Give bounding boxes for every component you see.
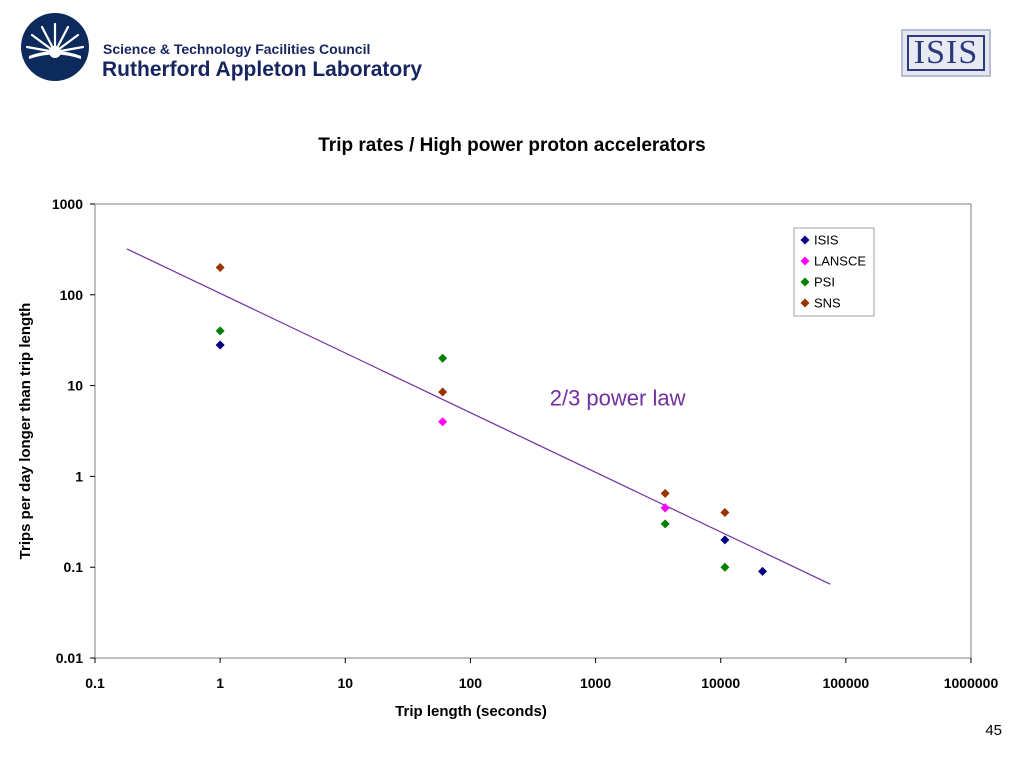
y-tick-label: 10 — [67, 378, 83, 394]
data-point-psi — [720, 562, 730, 572]
legend-label-isis: ISIS — [814, 233, 839, 248]
legend-marker-sns — [800, 298, 810, 308]
legend-label-lansce: LANSCE — [814, 254, 866, 269]
data-point-isis — [215, 340, 225, 350]
data-point-isis — [758, 566, 768, 576]
x-tick-label: 10000 — [701, 675, 740, 691]
chart-title: Trip rates / High power proton accelerat… — [318, 135, 706, 156]
x-tick-label: 10 — [337, 675, 353, 691]
y-tick-label: 0.1 — [64, 559, 84, 575]
org-name-small: Science & Technology Facilities Council — [103, 41, 371, 57]
legend-label-psi: PSI — [814, 275, 835, 290]
x-tick-label: 100 — [459, 675, 483, 691]
y-tick-label: 1000 — [52, 196, 83, 212]
x-tick-label: 1000 — [580, 675, 611, 691]
data-point-lansce — [660, 503, 670, 513]
x-tick-label: 1000000 — [944, 675, 999, 691]
data-point-sns — [215, 262, 225, 272]
y-tick-label: 100 — [60, 287, 84, 303]
isis-logo: ISIS — [901, 29, 991, 77]
legend-marker-isis — [800, 235, 810, 245]
x-tick-label: 0.1 — [85, 675, 105, 691]
data-point-sns — [720, 508, 730, 518]
x-tick-label: 1 — [216, 675, 224, 691]
x-tick-label: 100000 — [822, 675, 869, 691]
y-tick-label: 1 — [75, 468, 83, 484]
power-law-fit-line — [126, 248, 831, 585]
data-point-isis — [720, 535, 730, 545]
y-tick-label: 0.01 — [56, 650, 83, 666]
legend-label-sns: SNS — [814, 296, 841, 311]
data-point-psi — [438, 353, 448, 363]
x-axis-label: Trip length (seconds) — [395, 703, 547, 720]
data-point-lansce — [438, 417, 448, 427]
stfc-logo-icon — [21, 13, 89, 81]
legend: ISIS LANSCE PSI SNS — [793, 227, 875, 317]
page-number: 45 — [985, 722, 1002, 739]
data-point-psi — [215, 326, 225, 336]
legend-marker-psi — [800, 277, 810, 287]
y-axis-label: Trips per day longer than trip length — [17, 303, 34, 560]
data-point-psi — [660, 519, 670, 529]
data-point-sns — [660, 488, 670, 498]
power-law-annotation: 2/3 power law — [550, 386, 686, 411]
legend-marker-lansce — [800, 256, 810, 266]
isis-logo-text: ISIS — [913, 34, 979, 71]
data-point-sns — [438, 387, 448, 397]
org-name-large: Rutherford Appleton Laboratory — [102, 58, 423, 81]
slide-header: Science & Technology Facilities Council … — [0, 0, 1024, 100]
